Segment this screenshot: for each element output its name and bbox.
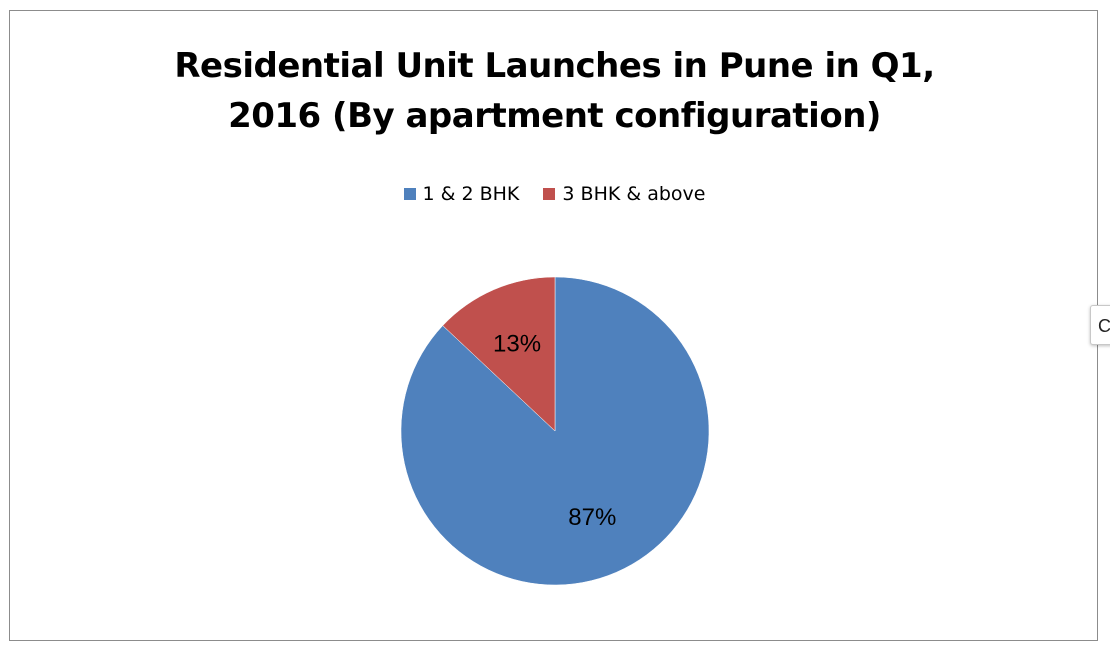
chart-title-line-2: 2016 (By apartment configuration) <box>228 96 881 136</box>
legend-item-3-bhk-above: 3 BHK & above <box>543 183 705 205</box>
chart-legend: 1 & 2 BHK 3 BHK & above <box>10 183 1099 205</box>
legend-swatch-3-bhk-above <box>543 188 556 200</box>
data-label-1-2-bhk: 87% <box>568 504 616 531</box>
chart-title-line-1: Residential Unit Launches in Pune in Q1, <box>174 46 935 86</box>
chart-title: Residential Unit Launches in Pune in Q1,… <box>10 41 1099 141</box>
legend-item-1-2-bhk: 1 & 2 BHK <box>403 183 520 205</box>
pie-slice-3-bhk-above <box>442 276 556 432</box>
pie-chart: 87% 13% <box>400 276 710 586</box>
legend-label-3-bhk-above: 3 BHK & above <box>562 183 706 205</box>
side-tab-label: C <box>1098 316 1110 336</box>
data-label-3-bhk-above: 13% <box>493 330 541 357</box>
legend-swatch-1-2-bhk <box>403 188 416 200</box>
chart-area: Residential Unit Launches in Pune in Q1,… <box>9 10 1098 641</box>
side-tab-button[interactable]: C <box>1090 305 1110 345</box>
legend-label-1-2-bhk: 1 & 2 BHK <box>422 183 520 205</box>
